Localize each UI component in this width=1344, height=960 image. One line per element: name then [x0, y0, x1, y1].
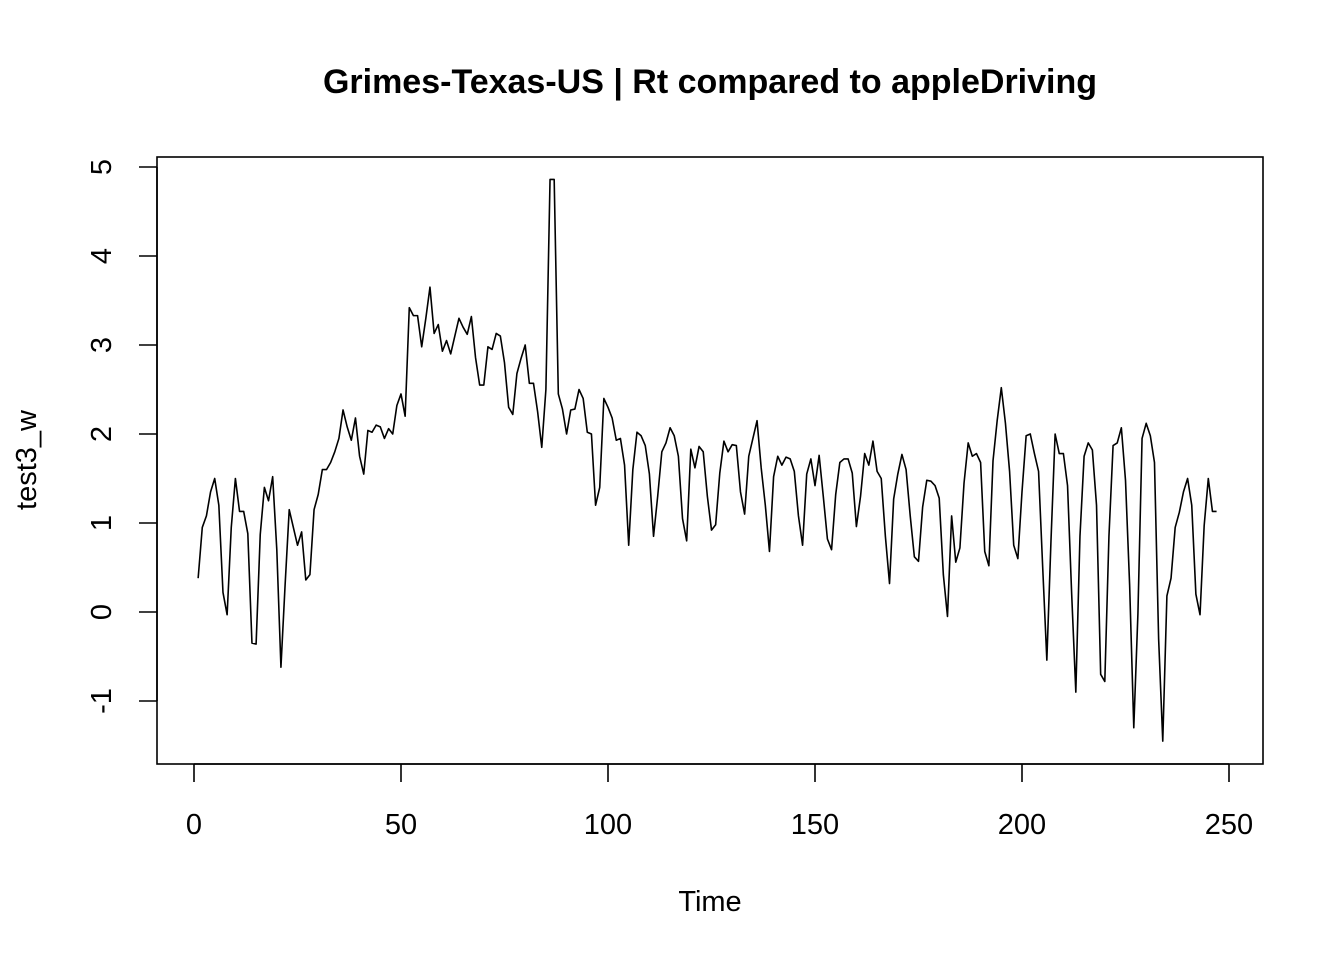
y-axis-label: test3_w	[11, 409, 43, 510]
x-tick-label: 50	[385, 809, 417, 841]
y-tick-label: 0	[86, 604, 118, 620]
y-tick-label: 2	[86, 426, 118, 442]
x-tick-label: 200	[998, 809, 1046, 841]
series-line	[197, 178, 1217, 742]
chart-title: Grimes-Texas-US | Rt compared to appleDr…	[323, 63, 1097, 101]
x-axis-ticks: 0 50 100 150 200 250	[186, 764, 1253, 841]
y-axis-ticks: -1 0 1 2 3 4 5	[86, 159, 157, 714]
x-axis-label: Time	[678, 886, 741, 918]
y-tick-label: 4	[86, 248, 118, 264]
y-tick-label: 3	[86, 337, 118, 353]
y-tick-label: -1	[86, 688, 118, 714]
y-tick-label: 5	[86, 159, 118, 175]
plot-frame	[156, 156, 1264, 765]
y-tick-label: 1	[86, 515, 118, 531]
x-tick-label: 0	[186, 809, 202, 841]
x-tick-label: 150	[791, 809, 839, 841]
x-tick-label: 250	[1205, 809, 1253, 841]
x-tick-label: 100	[584, 809, 632, 841]
